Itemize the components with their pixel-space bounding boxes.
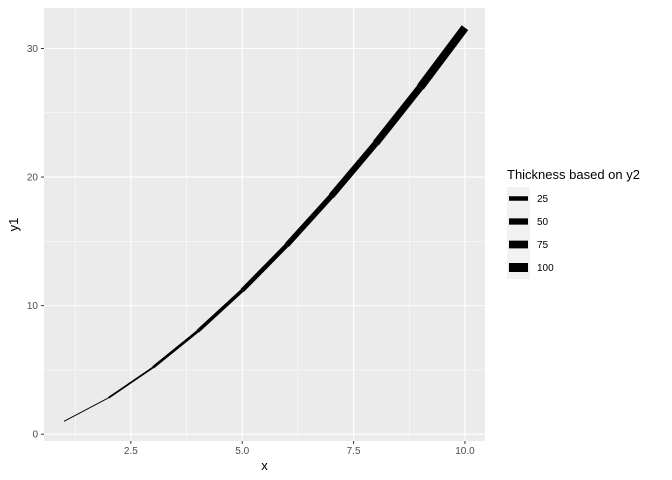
series-y1-line (63, 25, 469, 422)
x-tick-label: 2.5 (124, 446, 138, 457)
size-legend: Thickness based on y2 25 50 75 100 (507, 167, 640, 279)
y-tick-label: 30 (27, 44, 39, 55)
series-segment (284, 194, 334, 248)
legend-keys: 25 50 75 100 (507, 187, 554, 279)
y-tick-label: 20 (27, 173, 39, 184)
series-segment (196, 289, 244, 333)
x-tick-label: 7.5 (347, 446, 361, 457)
y-tick-label: 10 (27, 301, 39, 312)
legend-title: Thickness based on y2 (507, 167, 640, 182)
x-axis-ticks: 2.5 5.0 7.5 10.0 (124, 441, 475, 457)
legend-label: 75 (537, 240, 549, 251)
series-segment (240, 243, 289, 293)
series-segment (63, 397, 109, 422)
grid-lines (44, 8, 485, 441)
x-tick-label: 10.0 (455, 446, 475, 457)
x-tick-label: 5.0 (235, 446, 249, 457)
y-axis-title: y1 (6, 218, 21, 232)
legend-label: 100 (537, 263, 554, 274)
plot-panel (44, 8, 485, 441)
x-axis-title: x (261, 458, 268, 473)
y-tick-label: 0 (32, 430, 38, 441)
series-segment (108, 366, 154, 399)
series-segment (373, 84, 424, 146)
legend-label: 50 (537, 217, 549, 228)
series-segment (328, 141, 379, 199)
y-axis-ticks: 0 10 20 30 (27, 44, 44, 441)
series-segment (152, 330, 199, 369)
series-segment (417, 25, 469, 90)
legend-label: 25 (537, 194, 549, 205)
